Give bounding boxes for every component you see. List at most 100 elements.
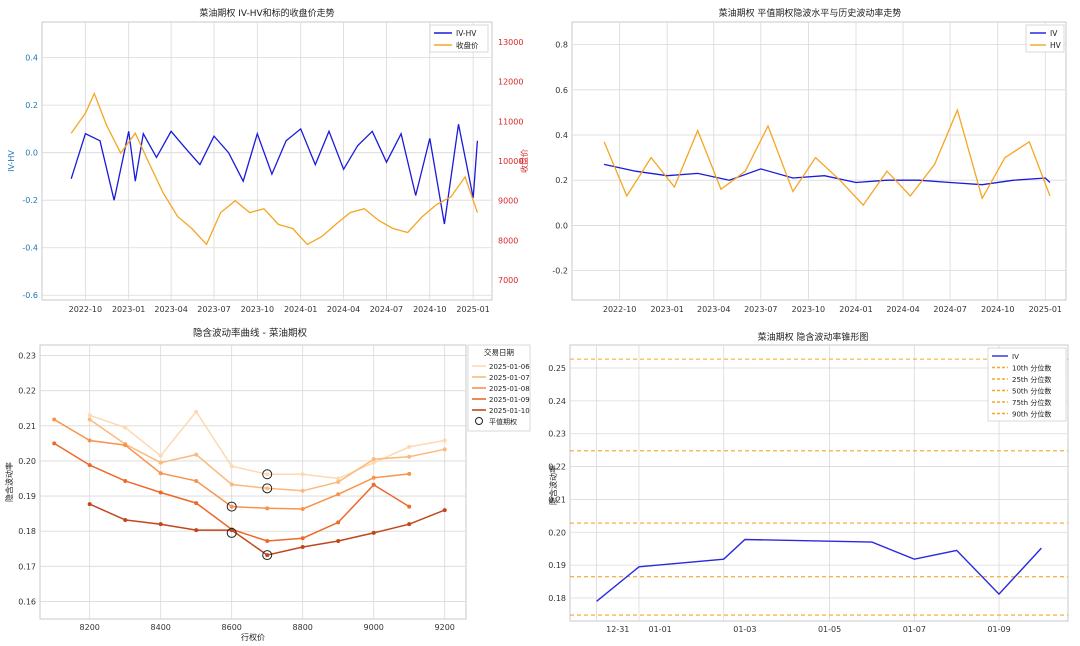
y-axis-label: 隐含波动率 (548, 465, 558, 505)
data-point (87, 413, 92, 418)
series-line-IV-HV (70, 124, 479, 225)
x-tick-label: 2023-01 (650, 305, 683, 314)
data-point (336, 476, 341, 481)
x-tick-label: 2024-04 (886, 305, 919, 314)
legend-label: 75th 分位数 (1012, 398, 1051, 407)
y-tick-label: 0.19 (18, 492, 36, 501)
data-point (229, 482, 234, 487)
x-tick-label: 2023-04 (154, 305, 187, 314)
legend-box (429, 24, 489, 53)
y-tick-label: 0.18 (18, 527, 36, 536)
x-tick-label: 8200 (80, 623, 100, 632)
x-tick-label: 01-01 (649, 625, 672, 634)
x-tick-label: 2025-01 (456, 305, 489, 314)
legend-label: 10th 分位数 (1012, 364, 1051, 373)
y-tick-label: 0.24 (548, 397, 566, 406)
legend-box (1025, 24, 1065, 53)
y-tick-label: 0.21 (18, 422, 36, 431)
data-point (336, 480, 341, 484)
chart-iv-hv-trend: 菜油期权 平值期权隐波水平与历史波动率走势 2022-10 2023-01 2023… (552, 7, 1067, 314)
data-point (265, 553, 270, 558)
legend-label: 平值期权 (489, 417, 517, 426)
data-point (300, 507, 305, 512)
legend-label: 2025-01-07 (489, 374, 530, 382)
y-tick-label: 0.23 (548, 430, 566, 439)
data-point (158, 453, 163, 458)
legend-swatch (475, 417, 483, 425)
data-point (265, 472, 270, 477)
data-point (194, 501, 199, 506)
data-point (300, 536, 305, 541)
y2-axis-label: 收盘价 (519, 149, 529, 173)
data-point (194, 452, 199, 457)
data-point (442, 438, 447, 443)
data-point (229, 504, 234, 509)
y-axis-label: IV-HV (7, 150, 16, 172)
chart-title: 菜油期权 IV-HV和标的收盘价走势 (199, 7, 334, 19)
y-tick-label: 0.23 (18, 352, 36, 361)
y-tick-label: -0.6 (22, 291, 38, 300)
y2-tick-label: 11000 (498, 117, 523, 126)
atm-marker (262, 469, 273, 480)
legend-label: 2025-01-10 (489, 407, 530, 415)
series-line-IV (596, 538, 1042, 602)
y2-tick-label: 12000 (498, 78, 523, 87)
x-tick-label: 2023-07 (197, 305, 230, 314)
x-tick-label: 2024-10 (981, 305, 1014, 314)
legend-label: IV (1012, 353, 1019, 361)
legend-label: 2025-01-09 (489, 396, 530, 404)
legend-label: 90th 分位数 (1012, 410, 1051, 419)
x-tick-label: 8400 (151, 623, 171, 632)
data-point (123, 517, 128, 522)
x-tick-label: 8600 (222, 623, 242, 632)
data-point (371, 482, 376, 487)
data-point (194, 478, 199, 483)
legend-box (987, 347, 1067, 422)
data-point (265, 539, 270, 544)
x-tick-label: 2024-07 (933, 305, 966, 314)
x-tick-label: 2022-10 (69, 305, 102, 314)
data-point (87, 417, 92, 422)
x-axis-label: 行权价 (241, 632, 265, 642)
x-tick-label: 9000 (364, 623, 384, 632)
legend: IV HV (1025, 24, 1065, 53)
x-tick-label: 2024-04 (327, 305, 360, 314)
y-tick-label: 0.8 (555, 41, 568, 50)
data-point (158, 522, 163, 527)
y-tick-label: 0.16 (18, 597, 36, 606)
y2-tick-label: 9000 (498, 197, 518, 206)
y-tick-label: -0.2 (552, 267, 568, 276)
y-tick-label: 0.20 (18, 457, 36, 466)
x-tick-label: 2024-01 (839, 305, 872, 314)
series-line-IV (603, 163, 1051, 186)
x-tick-label: 8800 (293, 623, 313, 632)
x-tick-label: 01-03 (733, 625, 756, 634)
data-point (407, 454, 412, 459)
y-axis-label: 隐含波动率 (4, 462, 14, 502)
data-point (371, 460, 376, 465)
legend: 交易日期 2025-01-06 2025-01-07 2025-01-08 2025-0… (467, 344, 531, 432)
y-tick-label: 0.4 (555, 131, 568, 140)
data-point (336, 492, 341, 497)
series-line-2025-01-06 (89, 410, 445, 480)
data-point (123, 425, 128, 430)
chart-iv-cone: 菜油期权 隐含波动率锥形图 12-31 01-01 01-03 01-05 01-07 0… (548, 331, 1069, 634)
plot-frame (39, 344, 467, 620)
data-point (87, 438, 92, 443)
y-tick-label: 0.25 (548, 364, 566, 373)
x-tick-label: 2024-10 (413, 305, 446, 314)
atm-marker (226, 501, 237, 512)
y-tick-label: 0.4 (25, 54, 38, 63)
data-point (123, 443, 128, 448)
data-point (336, 520, 341, 525)
data-point (158, 460, 163, 465)
data-point (407, 471, 412, 476)
x-tick-label: 2024-01 (284, 305, 317, 314)
data-point (300, 544, 305, 549)
y-tick-label: 0.0 (555, 221, 568, 230)
data-point (336, 539, 341, 544)
data-point (158, 471, 163, 476)
y2-tick-label: 7000 (498, 276, 518, 285)
chart-iv-smile: 隐含波动率曲线 - 菜油期权 8200 8400 8600 8800 9000 9200 0… (4, 327, 531, 642)
y-tick-label: 0.2 (25, 101, 38, 110)
